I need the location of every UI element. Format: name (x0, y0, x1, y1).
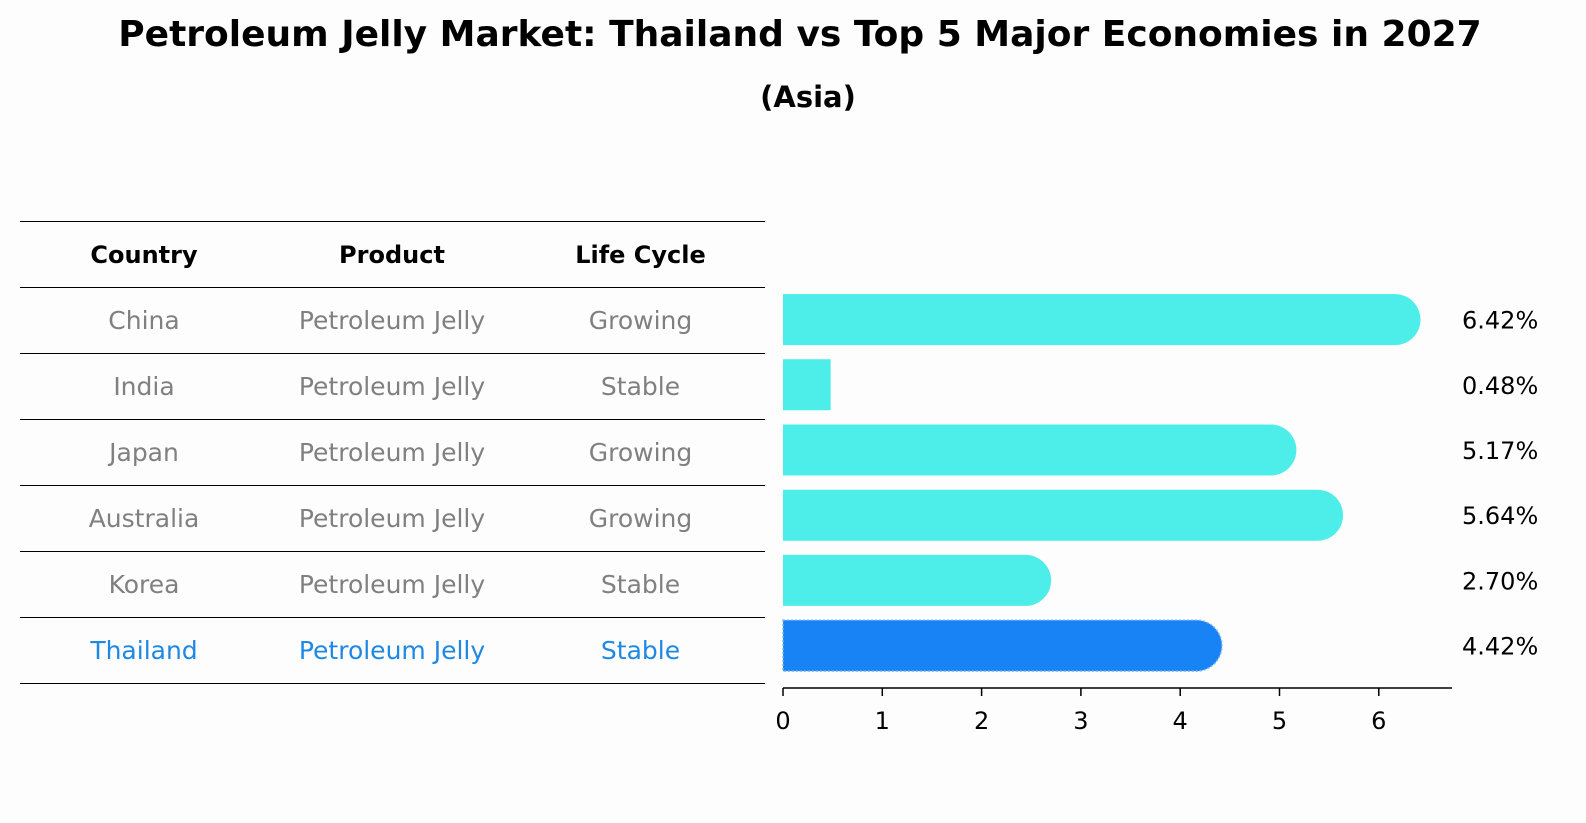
table-row: Australia Petroleum Jelly Growing (20, 485, 765, 552)
cell-product: Petroleum Jelly (268, 353, 516, 420)
bar-value-label: 5.64% (1462, 502, 1538, 530)
cell-product: Petroleum Jelly (268, 419, 516, 486)
bar-value-label: 4.42% (1462, 633, 1538, 661)
table-row-highlighted: Thailand Petroleum Jelly Stable (20, 617, 765, 684)
table-header-row: Country Product Life Cycle (20, 221, 765, 288)
cell-country: Thailand (20, 617, 268, 684)
header-product: Product (268, 221, 516, 288)
cell-country: China (20, 287, 268, 354)
table-row: China Petroleum Jelly Growing (20, 287, 765, 354)
x-tick-label: 1 (875, 707, 890, 735)
cell-life-cycle: Growing (516, 287, 765, 354)
cell-life-cycle: Stable (516, 617, 765, 684)
cell-life-cycle: Growing (516, 419, 765, 486)
cell-country: India (20, 353, 268, 420)
cell-country: Japan (20, 419, 268, 486)
bar-value-label: 6.42% (1462, 307, 1538, 335)
country-table: Country Product Life Cycle China Petrole… (20, 221, 765, 684)
bar-highlighted (783, 620, 1222, 672)
bar (783, 294, 1421, 346)
bar (783, 424, 1297, 476)
x-tick-label: 6 (1371, 707, 1386, 735)
header-country: Country (20, 221, 268, 288)
cell-life-cycle: Growing (516, 485, 765, 552)
cell-country: Australia (20, 485, 268, 552)
cell-country: Korea (20, 551, 268, 618)
x-tick-label: 5 (1272, 707, 1287, 735)
x-tick-label: 4 (1173, 707, 1188, 735)
cell-life-cycle: Stable (516, 353, 765, 420)
bar (783, 554, 1052, 606)
x-tick-label: 3 (1073, 707, 1088, 735)
header-life-cycle: Life Cycle (516, 221, 765, 288)
bar (783, 489, 1344, 541)
cell-product: Petroleum Jelly (268, 287, 516, 354)
table-row: Korea Petroleum Jelly Stable (20, 551, 765, 618)
bar-value-label: 2.70% (1462, 567, 1538, 595)
bar-value-label: 0.48% (1462, 372, 1538, 400)
cell-life-cycle: Stable (516, 551, 765, 618)
cell-product: Petroleum Jelly (268, 485, 516, 552)
bar (783, 359, 831, 411)
x-tick-label: 2 (974, 707, 989, 735)
cell-product: Petroleum Jelly (268, 617, 516, 684)
bar-value-label: 5.17% (1462, 437, 1538, 465)
table-row: Japan Petroleum Jelly Growing (20, 419, 765, 486)
table-row: India Petroleum Jelly Stable (20, 353, 765, 420)
chart-subtitle: (Asia) (760, 80, 856, 114)
cell-product: Petroleum Jelly (268, 551, 516, 618)
x-tick-label: 0 (775, 707, 790, 735)
bar-highlight-outline (782, 619, 1223, 672)
chart-title-text: Petroleum Jelly Market: Thailand vs Top … (118, 14, 1482, 55)
